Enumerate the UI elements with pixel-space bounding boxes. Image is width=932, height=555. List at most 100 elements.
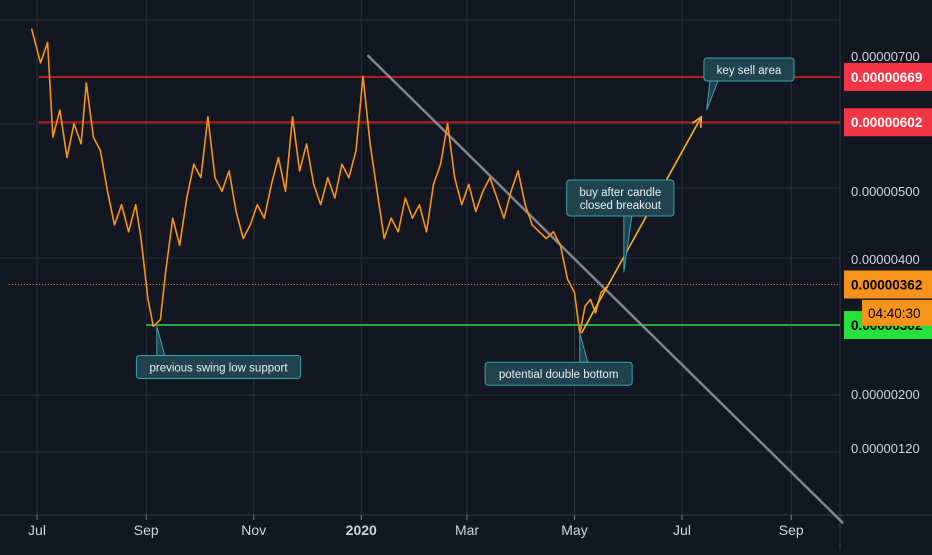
price-point — [159, 319, 161, 321]
callout-text: key sell area — [717, 65, 782, 77]
price-point — [39, 62, 42, 64]
price-point — [510, 190, 512, 192]
x-tick-label: 2020 — [346, 522, 377, 538]
price-point — [524, 204, 526, 206]
price-tag-label: 0.00000362 — [851, 277, 922, 292]
price-point — [573, 292, 576, 294]
x-tick-label: Jul — [673, 522, 691, 538]
price-point — [531, 224, 533, 226]
price-point — [165, 271, 167, 273]
price-point — [447, 123, 449, 125]
price-point — [52, 136, 54, 138]
price-point — [128, 231, 130, 233]
price-point — [31, 28, 33, 30]
x-tick-label: Sep — [134, 522, 159, 538]
price-point — [482, 190, 484, 192]
price-point — [584, 305, 586, 307]
price-point — [277, 156, 280, 158]
price-point — [404, 197, 406, 199]
price-tag-label: 0.00000669 — [851, 70, 922, 85]
price-point — [348, 177, 350, 179]
price-point — [207, 116, 209, 118]
price-point — [313, 183, 315, 186]
price-point — [284, 190, 287, 192]
callout-text: closed breakout — [580, 200, 662, 212]
price-tag — [844, 270, 932, 299]
price-point — [242, 237, 244, 240]
projection-arrow-head — [691, 115, 703, 128]
price-point — [249, 224, 251, 226]
price-point — [256, 204, 258, 206]
callout-box[interactable] — [703, 57, 795, 82]
price-point — [270, 183, 272, 186]
price-point — [172, 217, 174, 219]
price-point — [221, 190, 223, 192]
price-point — [120, 204, 123, 206]
callout-box[interactable] — [484, 361, 633, 386]
price-point — [362, 75, 364, 77]
price-point — [106, 190, 109, 192]
price-tag-label: 0.00000602 — [851, 115, 922, 130]
price-point — [59, 109, 61, 111]
price-point — [214, 177, 216, 179]
price-point — [99, 150, 102, 152]
price-point — [595, 312, 597, 314]
price-point — [517, 170, 519, 172]
price-point — [85, 82, 87, 84]
price-point — [503, 217, 505, 219]
price-point — [193, 163, 195, 165]
price-point — [589, 298, 591, 300]
price-point — [545, 237, 547, 240]
price-point — [566, 278, 569, 280]
price-point — [559, 244, 562, 246]
price-point — [600, 292, 602, 294]
price-point — [425, 231, 428, 233]
price-point — [390, 217, 392, 219]
x-tick-label: May — [561, 522, 587, 538]
price-point — [376, 190, 378, 192]
price-point — [73, 123, 75, 125]
price-point — [200, 177, 202, 179]
price-point — [320, 204, 322, 206]
price-point — [439, 163, 442, 165]
price-point — [291, 116, 294, 118]
price-point — [235, 210, 237, 213]
price-point — [46, 41, 49, 44]
y-tick-label: 0.00000120 — [851, 441, 920, 456]
price-point — [496, 197, 498, 199]
price-point — [397, 231, 399, 233]
price-point — [152, 325, 154, 327]
countdown-label: 04:40:30 — [868, 306, 921, 321]
price-point — [552, 231, 554, 233]
price-point — [140, 237, 142, 240]
price-point — [135, 204, 137, 206]
price-point — [66, 156, 68, 158]
callout-box[interactable] — [135, 354, 302, 379]
price-tag — [844, 62, 932, 91]
x-tick-label: Mar — [455, 522, 479, 538]
price-point — [454, 177, 456, 179]
price-point — [92, 136, 94, 138]
price-point — [411, 217, 413, 219]
y-tick-label: 0.00000700 — [851, 49, 920, 64]
price-point — [147, 298, 149, 300]
price-point — [80, 143, 82, 145]
y-tick-label: 0.00000400 — [851, 252, 920, 267]
price-point — [306, 143, 308, 145]
price-point — [298, 170, 301, 172]
y-tick-label: 0.00000500 — [851, 184, 920, 199]
price-point — [113, 224, 116, 226]
price-point — [341, 163, 343, 165]
price-point — [186, 197, 188, 199]
price-point — [475, 210, 477, 213]
price-point — [327, 177, 329, 179]
callout-box[interactable] — [566, 179, 675, 217]
price-point — [538, 231, 540, 233]
countdown-tag — [862, 299, 932, 326]
projection-arrow-line[interactable] — [580, 116, 703, 334]
price-point — [418, 204, 421, 206]
x-tick-label: Sep — [779, 522, 804, 538]
